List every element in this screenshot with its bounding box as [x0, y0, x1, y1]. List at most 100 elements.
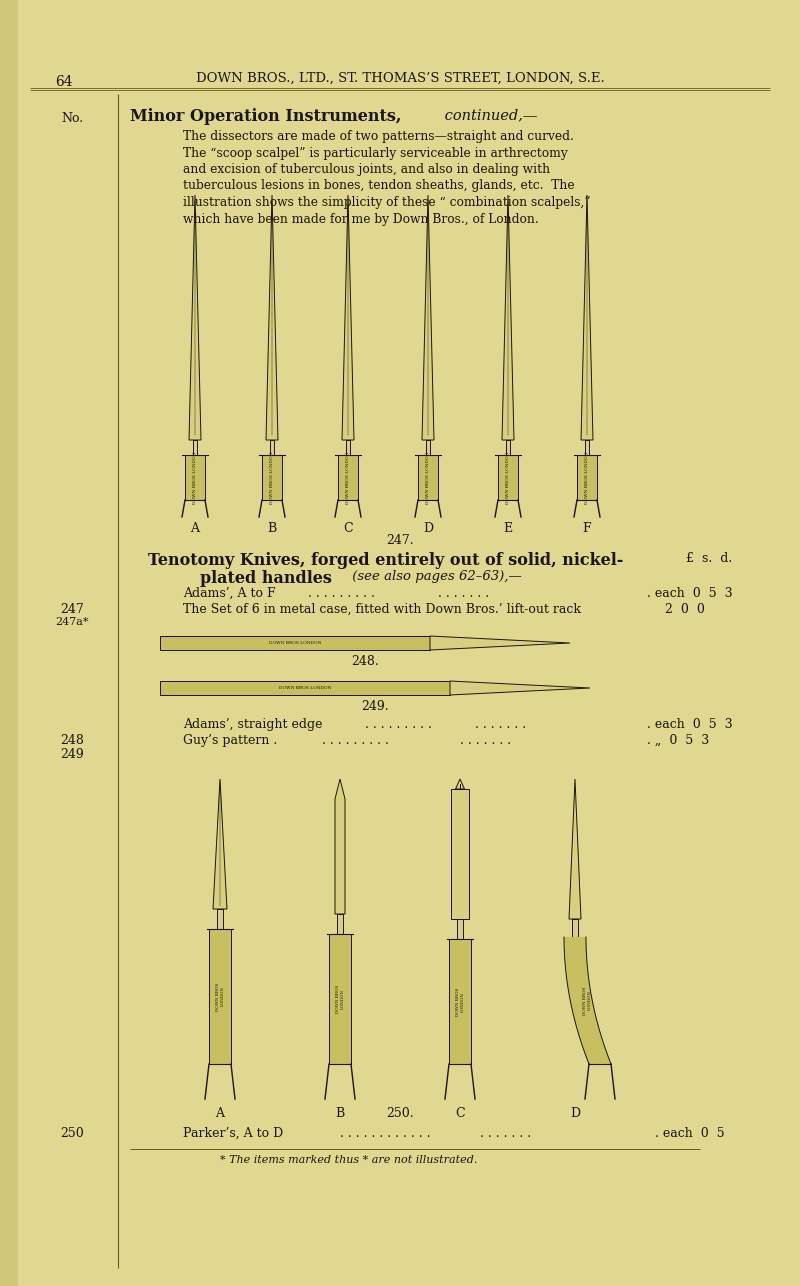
- Text: DOWN BROS LONDON: DOWN BROS LONDON: [585, 451, 589, 504]
- Polygon shape: [572, 919, 578, 937]
- Polygon shape: [457, 919, 463, 939]
- Text: B: B: [335, 1107, 345, 1120]
- Text: The Set of 6 in metal case, fitted with Down Bros.’ lift-out rack: The Set of 6 in metal case, fitted with …: [183, 603, 581, 616]
- Polygon shape: [266, 195, 278, 440]
- Text: . each  0  5: . each 0 5: [655, 1127, 725, 1139]
- Text: Guy’s pattern .: Guy’s pattern .: [183, 734, 278, 747]
- Polygon shape: [193, 440, 197, 455]
- Text: which have been made for me by Down Bros., of London.: which have been made for me by Down Bros…: [183, 212, 538, 225]
- Polygon shape: [585, 440, 589, 455]
- Text: No.: No.: [61, 112, 83, 125]
- Polygon shape: [217, 909, 223, 928]
- Polygon shape: [422, 195, 434, 440]
- Polygon shape: [160, 682, 450, 694]
- Text: E: E: [503, 522, 513, 535]
- Text: D: D: [423, 522, 433, 535]
- Text: continued,—: continued,—: [440, 108, 538, 122]
- Text: DOWN BROS., LTD., ST. THOMAS’S STREET, LONDON, S.E.: DOWN BROS., LTD., ST. THOMAS’S STREET, L…: [196, 72, 604, 85]
- Polygon shape: [209, 928, 231, 1064]
- Text: plated handles: plated handles: [200, 570, 332, 586]
- Text: The “scoop scalpel” is particularly serviceable in arthrectomy: The “scoop scalpel” is particularly serv…: [183, 147, 568, 159]
- Text: . . . . . . .: . . . . . . .: [460, 734, 511, 747]
- Polygon shape: [213, 779, 227, 909]
- Text: Minor Operation Instruments,: Minor Operation Instruments,: [130, 108, 402, 125]
- Text: Parker’s, A to D: Parker’s, A to D: [183, 1127, 283, 1139]
- Text: . . . . . . .: . . . . . . .: [475, 718, 526, 730]
- Text: tuberculous lesions in bones, tendon sheaths, glands, etc.  The: tuberculous lesions in bones, tendon she…: [183, 180, 574, 193]
- Text: * The items marked thus * are not illustrated.: * The items marked thus * are not illust…: [220, 1155, 478, 1165]
- Text: 248: 248: [60, 734, 84, 747]
- Text: 247.: 247.: [386, 534, 414, 547]
- Text: D: D: [570, 1107, 580, 1120]
- Text: . . . . . . .: . . . . . . .: [480, 1127, 531, 1139]
- Text: and excision of tuberculous joints, and also in dealing with: and excision of tuberculous joints, and …: [183, 163, 550, 176]
- Polygon shape: [430, 637, 570, 649]
- Polygon shape: [450, 682, 590, 694]
- Text: 248.: 248.: [351, 655, 379, 667]
- Text: . . . . . . . . .: . . . . . . . . .: [308, 586, 375, 601]
- Polygon shape: [426, 440, 430, 455]
- Text: C: C: [343, 522, 353, 535]
- Text: 2  0  0: 2 0 0: [665, 603, 705, 616]
- Text: 249.: 249.: [361, 700, 389, 712]
- Text: Adams’, A to F: Adams’, A to F: [183, 586, 276, 601]
- Text: DOWN BROS LONDON: DOWN BROS LONDON: [346, 451, 350, 504]
- Text: Adams’, straight edge: Adams’, straight edge: [183, 718, 322, 730]
- Bar: [0, 0, 18, 1286]
- Polygon shape: [451, 790, 469, 919]
- Polygon shape: [455, 779, 465, 790]
- Text: 247: 247: [60, 603, 84, 616]
- Polygon shape: [335, 779, 345, 914]
- Text: £  s.  d.: £ s. d.: [686, 552, 732, 565]
- Text: 250.: 250.: [386, 1107, 414, 1120]
- Text: DOWN BROS LONDON: DOWN BROS LONDON: [506, 451, 510, 504]
- Text: . . . . . . . . . . . .: . . . . . . . . . . . .: [340, 1127, 430, 1139]
- Text: F: F: [582, 522, 591, 535]
- Polygon shape: [506, 440, 510, 455]
- Text: . „  0  5  3: . „ 0 5 3: [647, 734, 710, 747]
- Polygon shape: [502, 195, 514, 440]
- Text: . each  0  5  3: . each 0 5 3: [647, 718, 733, 730]
- Text: 249: 249: [60, 748, 84, 761]
- Text: DOWN BROS
LONDON: DOWN BROS LONDON: [456, 988, 464, 1016]
- Text: . . . . . . . . .: . . . . . . . . .: [322, 734, 389, 747]
- Text: C: C: [455, 1107, 465, 1120]
- Polygon shape: [270, 440, 274, 455]
- Text: DOWN BROS LONDON: DOWN BROS LONDON: [193, 451, 197, 504]
- Text: . . . . . . .: . . . . . . .: [438, 586, 489, 601]
- Polygon shape: [338, 455, 358, 500]
- Text: 250: 250: [60, 1127, 84, 1139]
- Text: The dissectors are made of two patterns—straight and curved.: The dissectors are made of two patterns—…: [183, 130, 574, 143]
- Text: DOWN BROS LONDON: DOWN BROS LONDON: [269, 640, 321, 646]
- Text: DOWN BROS
LONDON: DOWN BROS LONDON: [582, 986, 591, 1015]
- Polygon shape: [418, 455, 438, 500]
- Text: DOWN BROS LONDON: DOWN BROS LONDON: [270, 451, 274, 504]
- Text: illustration shows the simplicity of these “ combination scalpels,”: illustration shows the simplicity of the…: [183, 195, 590, 210]
- Text: A: A: [190, 522, 199, 535]
- Polygon shape: [189, 195, 201, 440]
- Polygon shape: [577, 455, 597, 500]
- Text: 64: 64: [55, 75, 73, 89]
- Polygon shape: [337, 914, 343, 934]
- Polygon shape: [342, 195, 354, 440]
- Text: B: B: [267, 522, 277, 535]
- Text: DOWN BROS
LONDON: DOWN BROS LONDON: [216, 983, 224, 1011]
- Text: DOWN BROS LONDON: DOWN BROS LONDON: [426, 451, 430, 504]
- Polygon shape: [569, 779, 581, 919]
- Polygon shape: [346, 440, 350, 455]
- Text: DOWN BROS
LONDON: DOWN BROS LONDON: [336, 985, 344, 1013]
- Polygon shape: [329, 934, 351, 1064]
- Polygon shape: [498, 455, 518, 500]
- Polygon shape: [185, 455, 205, 500]
- Polygon shape: [581, 195, 593, 440]
- Text: (see also pages 62–63),—: (see also pages 62–63),—: [348, 570, 522, 583]
- Polygon shape: [262, 455, 282, 500]
- Text: . each  0  5  3: . each 0 5 3: [647, 586, 733, 601]
- Text: 247a*: 247a*: [55, 617, 89, 628]
- Polygon shape: [160, 637, 430, 649]
- Polygon shape: [564, 937, 611, 1064]
- Text: DOWN BROS LONDON: DOWN BROS LONDON: [279, 685, 331, 691]
- Text: Tenotomy Knives, forged entirely out of solid, nickel-: Tenotomy Knives, forged entirely out of …: [148, 552, 623, 568]
- Polygon shape: [449, 939, 471, 1064]
- Text: A: A: [215, 1107, 225, 1120]
